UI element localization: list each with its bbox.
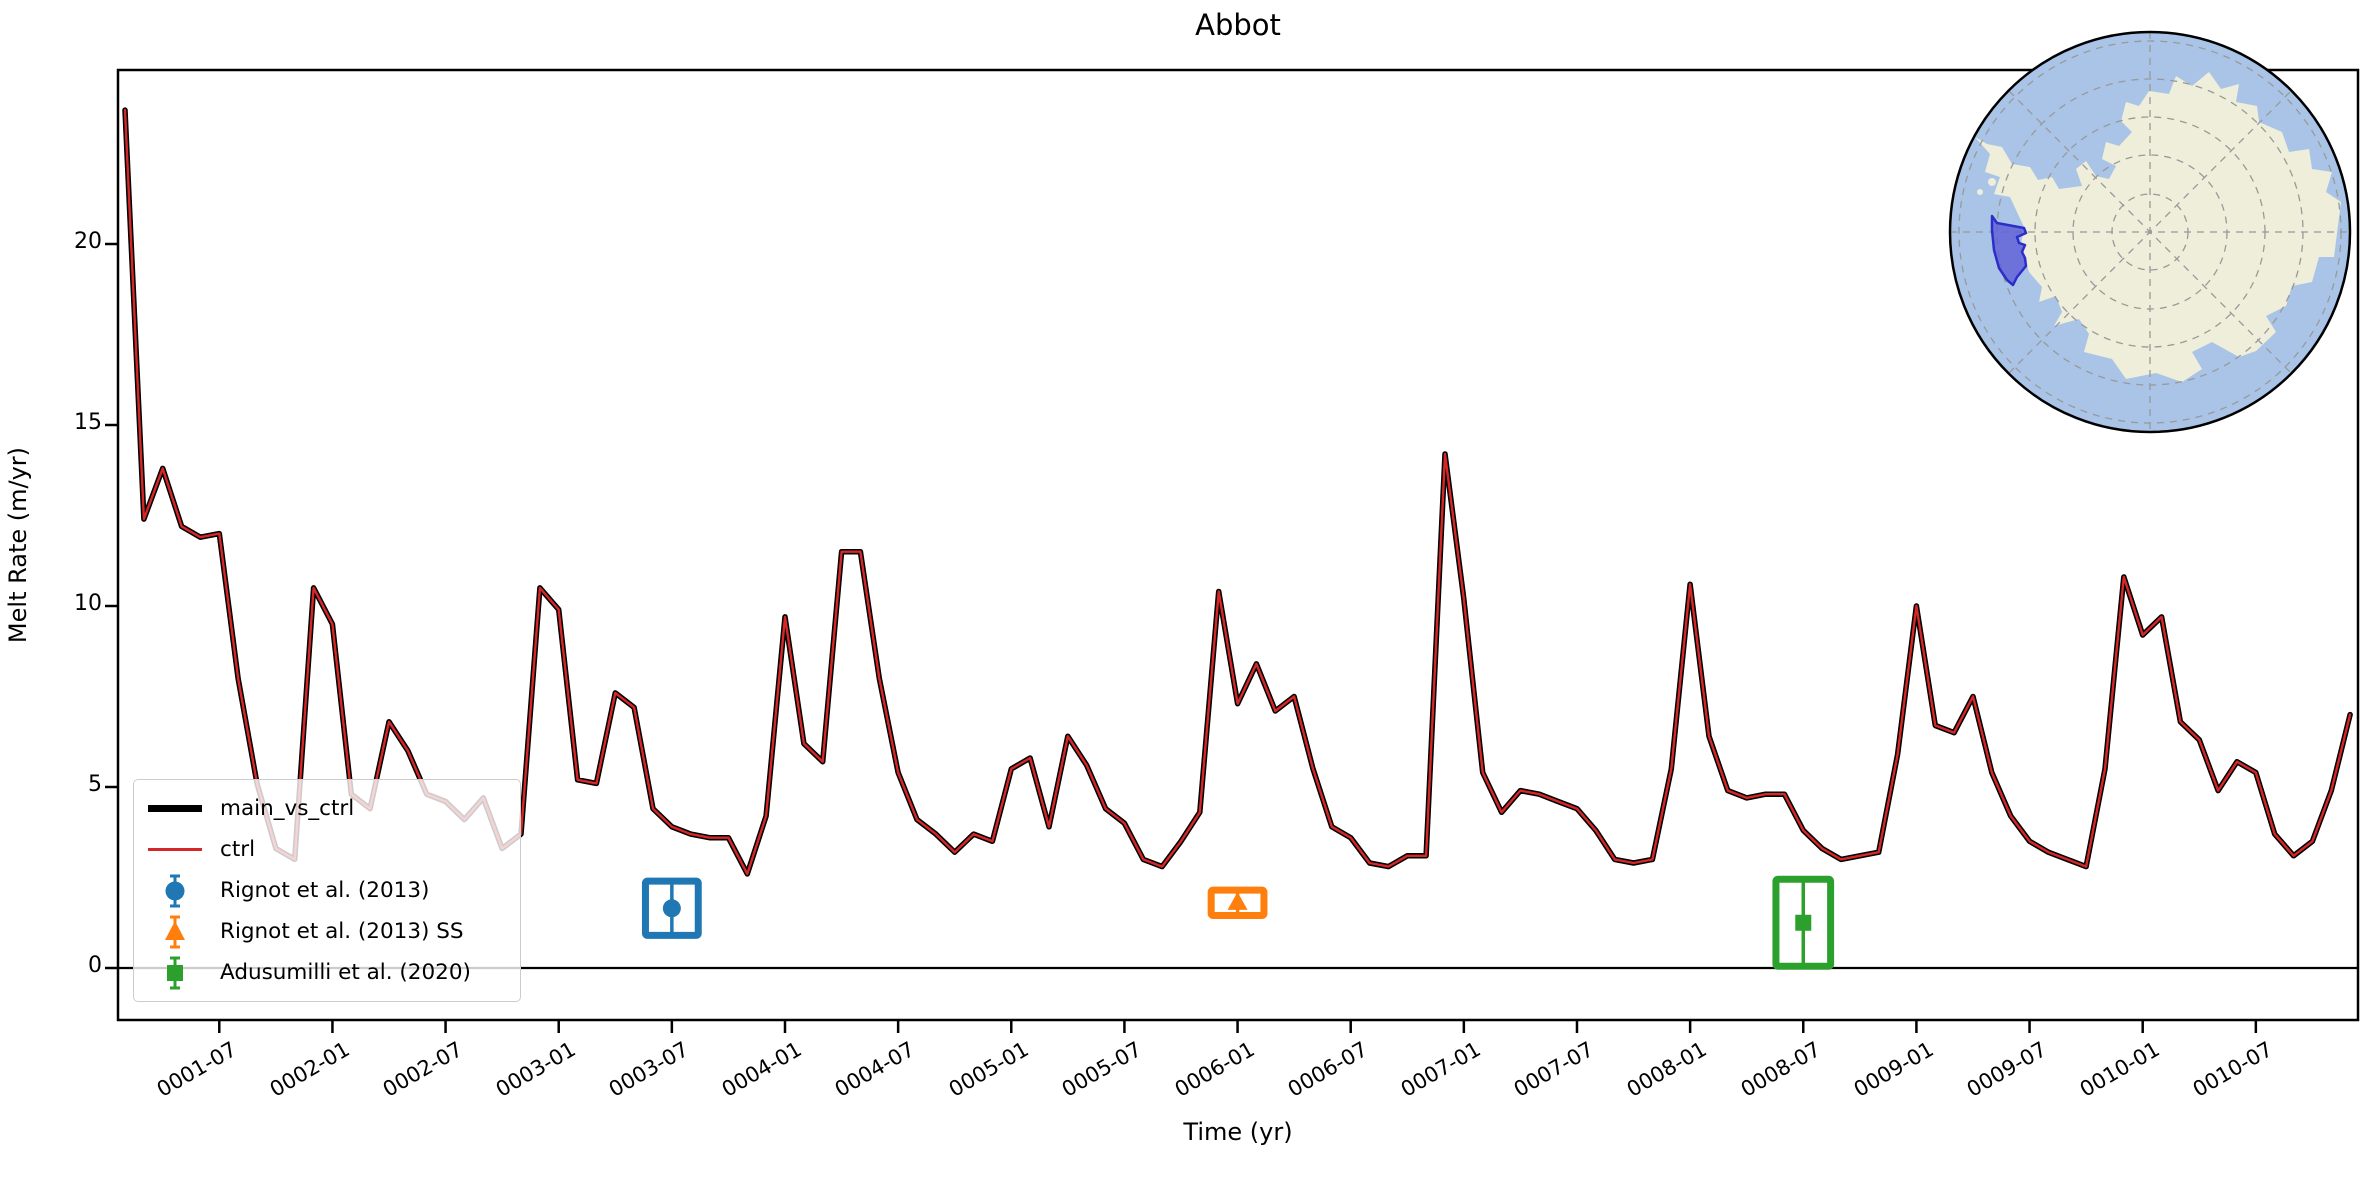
thick-line-sample-icon (148, 805, 202, 812)
y-axis-ticks (105, 242, 118, 970)
x-axis-ticks (218, 1020, 2258, 1033)
legend-label: Adusumilli et al. (2020) (220, 960, 471, 985)
page-title: Abbot (1195, 8, 1281, 42)
map-islet (1988, 178, 1996, 186)
legend-item-adusumilli-2020: Adusumilli et al. (2020) (144, 952, 508, 993)
map-islet (1977, 189, 1983, 195)
y-tick-label: 5 (88, 772, 102, 797)
observation-square (1772, 875, 1835, 970)
errorbar-circle-icon (165, 874, 185, 907)
errorbar-square-icon (167, 956, 183, 989)
errorbar-triangle-icon (165, 915, 185, 948)
y-tick-label: 0 (88, 953, 102, 978)
y-tick-label: 15 (74, 410, 102, 435)
legend-label: Rignot et al. (2013) SS (220, 919, 464, 944)
map-graticule (1950, 32, 2350, 432)
x-axis-label: Time (yr) (1183, 1118, 1293, 1146)
legend-label: main_vs_ctrl (220, 796, 355, 821)
map-highlight-abbot-region (1990, 214, 2028, 287)
observation-circle (641, 877, 702, 939)
red-line-sample-icon (148, 847, 202, 852)
observation-triangle (1207, 886, 1268, 920)
map-border (1948, 30, 2352, 434)
legend: main_vs_ctrl ctrl Rignot et al. (2013) (133, 779, 521, 1002)
observation-markers (641, 875, 1835, 970)
legend-label: Rignot et al. (2013) (220, 878, 430, 903)
y-tick-label: 20 (74, 229, 102, 254)
legend-item-rignot-2013: Rignot et al. (2013) (144, 870, 508, 911)
legend-item-rignot-2013-ss: Rignot et al. (2013) SS (144, 911, 508, 952)
y-tick-label: 10 (74, 591, 102, 616)
legend-item-ctrl: ctrl (144, 829, 508, 870)
legend-label: ctrl (220, 837, 256, 862)
legend-item-main-vs-ctrl: main_vs_ctrl (144, 788, 508, 829)
antarctica-landmass (1975, 72, 2341, 382)
antarctica-inset-map (1948, 30, 2352, 434)
